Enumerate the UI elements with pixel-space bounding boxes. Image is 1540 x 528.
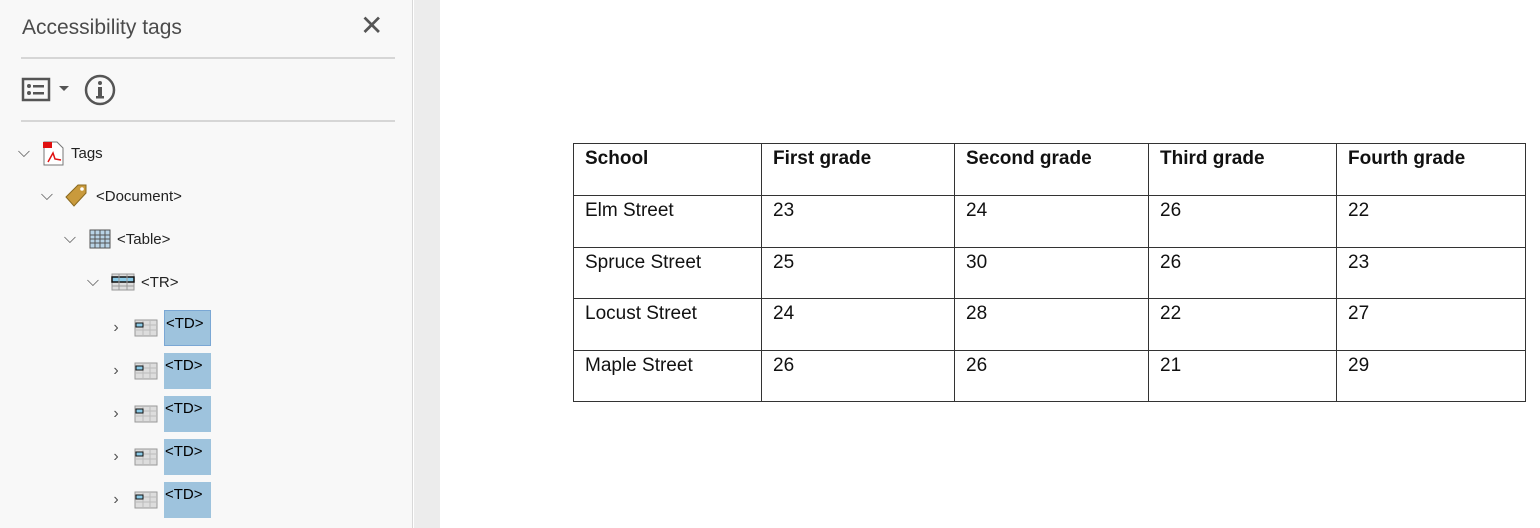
chevron-down-icon[interactable]	[58, 85, 70, 93]
tree-label: <TD>	[164, 396, 211, 432]
chevron-down-icon[interactable]: ⌵	[63, 230, 77, 247]
table-cell: 26	[761, 349, 955, 403]
divider	[21, 120, 395, 122]
table-icon	[89, 229, 111, 249]
table-row: Spruce Street 25 30 26 23	[573, 246, 1526, 300]
table-row: Elm Street 23 24 26 22	[573, 195, 1526, 248]
tree-label: Tags	[71, 144, 103, 162]
table-cell: 28	[954, 298, 1149, 351]
tree-label: <TR>	[141, 273, 179, 291]
tree-item-tags[interactable]: ⌵ Tags	[13, 135, 103, 171]
table-cell: 27	[1336, 298, 1526, 351]
table-cell: Spruce Street	[573, 246, 762, 300]
tree-item-table[interactable]: ⌵ <Table>	[59, 221, 170, 257]
chevron-right-icon[interactable]: ›	[113, 448, 119, 465]
chevron-down-icon[interactable]: ⌵	[17, 144, 31, 161]
document-table: School First grade Second grade Third gr…	[573, 143, 1526, 403]
accessibility-tags-panel: Accessibility tags ✕ ⌵ Tags ⌵ <Document>…	[0, 0, 413, 528]
chevron-right-icon[interactable]: ›	[113, 319, 119, 336]
tree-label: <Document>	[96, 187, 182, 205]
table-cell: 23	[1336, 246, 1526, 300]
tree-item-td[interactable]: › <TD>	[105, 310, 211, 346]
chevron-down-icon[interactable]: ⌵	[40, 187, 54, 204]
tree-item-td[interactable]: › <TD>	[105, 353, 211, 389]
table-cell: 24	[761, 298, 955, 351]
table-cell-icon	[134, 362, 158, 380]
tree-label: <TD>	[164, 353, 211, 389]
table-cell: 29	[1336, 349, 1526, 403]
tree-item-tr[interactable]: ⌵ <TR>	[82, 264, 179, 300]
close-icon[interactable]: ✕	[360, 10, 384, 41]
header-cell: School	[573, 143, 762, 196]
header-cell: Third grade	[1148, 143, 1337, 196]
table-cell: 22	[1148, 298, 1337, 351]
tree-item-document[interactable]: ⌵ <Document>	[36, 178, 182, 214]
table-row-icon	[111, 273, 135, 291]
tree-item-td[interactable]: › <TD>	[105, 482, 211, 518]
table-cell: 25	[761, 246, 955, 300]
panel-title: Accessibility tags	[22, 16, 182, 39]
tree-item-td[interactable]: › <TD>	[105, 396, 211, 432]
table-cell: 26	[1148, 246, 1337, 300]
divider	[21, 57, 395, 59]
header-cell: Fourth grade	[1336, 143, 1526, 196]
pdf-icon	[43, 141, 64, 166]
tree-item-td[interactable]: › <TD>	[105, 439, 211, 475]
table-cell: Locust Street	[573, 298, 762, 351]
header-cell: Second grade	[954, 143, 1149, 196]
tree-label: <TD>	[164, 310, 211, 346]
tree-label: <TD>	[164, 482, 211, 518]
table-cell: 24	[954, 195, 1149, 248]
table-row: Maple Street 26 26 21 29	[573, 349, 1526, 403]
header-cell: First grade	[761, 143, 955, 196]
tree-label: <Table>	[117, 230, 171, 248]
table-cell: 26	[954, 349, 1149, 403]
options-list-icon[interactable]	[21, 77, 51, 103]
table-cell: Maple Street	[573, 349, 762, 403]
table-cell-icon	[134, 405, 158, 423]
table-cell: 22	[1336, 195, 1526, 248]
chevron-right-icon[interactable]: ›	[113, 491, 119, 508]
panel-splitter[interactable]	[414, 0, 440, 528]
table-header-row: School First grade Second grade Third gr…	[573, 143, 1526, 196]
table-cell: 30	[954, 246, 1149, 300]
table-cell-icon	[134, 448, 158, 466]
table-cell-icon	[134, 491, 158, 509]
chevron-right-icon[interactable]: ›	[113, 405, 119, 422]
table-cell: 23	[761, 195, 955, 248]
info-icon[interactable]	[84, 74, 116, 106]
table-row: Locust Street 24 28 22 27	[573, 298, 1526, 351]
table-cell: 26	[1148, 195, 1337, 248]
table-cell: 21	[1148, 349, 1337, 403]
table-cell-icon	[134, 319, 158, 337]
chevron-right-icon[interactable]: ›	[113, 362, 119, 379]
chevron-down-icon[interactable]: ⌵	[86, 273, 100, 290]
tree-label: <TD>	[164, 439, 211, 475]
tag-icon	[65, 184, 87, 207]
table-cell: Elm Street	[573, 195, 762, 248]
